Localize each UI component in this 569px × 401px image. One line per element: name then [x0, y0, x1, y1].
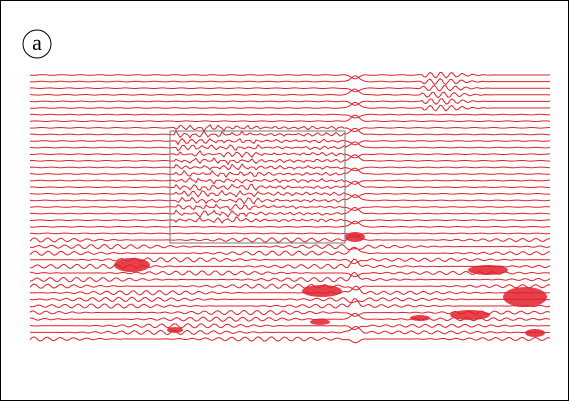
- amplitude-blob: [302, 285, 342, 297]
- trace: [29, 88, 551, 99]
- trace: [30, 127, 550, 139]
- trace: [29, 257, 550, 265]
- amplitude-blob: [525, 329, 545, 337]
- amplitude-blob: [450, 310, 490, 320]
- trace: [30, 216, 550, 225]
- highlight-box: [169, 130, 346, 244]
- trace: [29, 232, 551, 238]
- trace: [30, 177, 550, 185]
- trace: [29, 101, 551, 112]
- trace: [29, 206, 551, 218]
- trace: [30, 154, 550, 166]
- trace: [29, 203, 551, 211]
- trace: [29, 163, 551, 172]
- amplitude-blob: [114, 258, 150, 272]
- amplitude-blob: [345, 232, 365, 242]
- trace: [30, 149, 551, 159]
- trace: [29, 233, 550, 243]
- trace: [29, 298, 551, 309]
- trace: [29, 114, 551, 123]
- label-circle: [22, 29, 52, 59]
- panel-label: a: [32, 30, 42, 55]
- trace: [29, 323, 550, 331]
- trace: [30, 84, 551, 93]
- amplitude-blob: [410, 315, 430, 321]
- trace: [29, 325, 550, 336]
- trace: [29, 71, 551, 80]
- amplitude-blob: [167, 327, 183, 333]
- trace: [30, 180, 550, 191]
- trace: [29, 194, 551, 205]
- trace: [30, 113, 551, 119]
- trace: [29, 124, 551, 133]
- amplitude-blob: [503, 287, 547, 307]
- trace: [29, 296, 551, 304]
- trace: [29, 243, 551, 250]
- trace: [29, 167, 551, 179]
- trace: [29, 220, 551, 228]
- trace: [29, 141, 551, 152]
- trace: [29, 246, 551, 256]
- amplitude-blob: [468, 265, 508, 275]
- amplitude-blob: [310, 319, 330, 325]
- trace: [29, 283, 551, 291]
- trace: [29, 270, 551, 278]
- trace: [29, 189, 551, 199]
- seismic-traces: [29, 71, 551, 344]
- trace: [29, 336, 551, 344]
- trace: [29, 97, 551, 106]
- trace: [29, 75, 551, 86]
- trace: [30, 285, 550, 296]
- trace: [29, 271, 551, 283]
- trace: [29, 137, 551, 146]
